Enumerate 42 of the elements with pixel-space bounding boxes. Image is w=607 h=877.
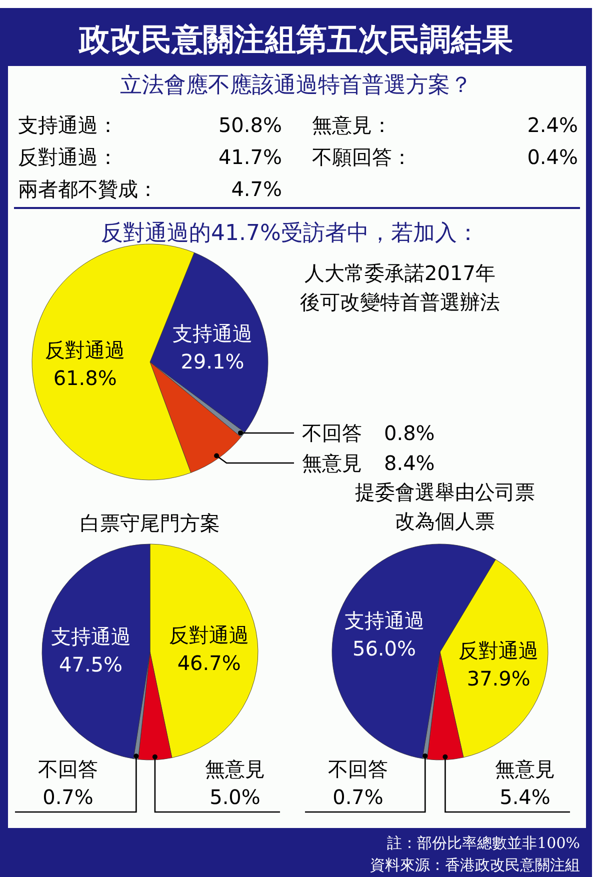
text: 支持通過：	[18, 113, 118, 137]
text: 41.7%	[218, 145, 282, 169]
slice-label: 支持通過	[344, 608, 424, 632]
text: 2.4%	[527, 113, 578, 137]
text: 立法會應不應該通過特首普選方案？	[120, 73, 472, 98]
slice-label: 無意見	[495, 757, 555, 781]
data-label: 61.8%	[53, 366, 117, 390]
slice-label: 不回答	[328, 757, 388, 781]
slice-label: 反對通過	[45, 338, 126, 362]
slice-label: 支持通過	[172, 321, 252, 346]
data-label: 0.7%	[332, 785, 384, 809]
text: 不願回答：	[312, 145, 412, 169]
slice-label: 無意見	[302, 451, 362, 475]
data-label: 37.9%	[466, 666, 530, 691]
data-label: 56.0%	[352, 636, 416, 660]
source-note: 資料來源：香港政改民意關注組	[370, 856, 580, 874]
text: 政改民意關注組第五次民調結果	[78, 22, 513, 58]
slice-label: 支持通過	[50, 624, 131, 648]
text: 註：部份比率總數並非100%	[387, 834, 580, 852]
data-label: 5.0%	[210, 785, 260, 809]
text: 兩者都不贊成：	[18, 177, 158, 201]
text: 4.7%	[231, 177, 282, 201]
chart-subtitle: 提委會選舉由公司票改為個人票	[355, 480, 535, 533]
slice-label: 不回答	[38, 757, 98, 781]
text: 50.8%	[218, 113, 282, 137]
data-label: 46.7%	[177, 650, 241, 675]
text: 反對通過：	[18, 145, 118, 169]
slice-label: 反對通過	[169, 622, 250, 647]
text: 人大常委承諾2017年後可改變特首普選辦法	[300, 261, 500, 314]
slice-label: 不回答	[302, 421, 362, 445]
text: 無意見：	[312, 113, 392, 137]
slice-label: 反對通過	[458, 638, 539, 663]
data-label: 0.7%	[42, 785, 94, 809]
data-label: 0.8%	[384, 421, 435, 445]
data-label: 8.4%	[384, 451, 435, 475]
chart-title: 反對通過的41.7%受訪者中，若加入：	[101, 221, 479, 246]
data-label: 29.1%	[180, 349, 244, 374]
text: 0.4%	[527, 145, 578, 169]
data-label: 5.4%	[500, 785, 550, 809]
chart-subtitle: 白票守尾門方案	[80, 511, 220, 535]
data-label: 47.5%	[59, 652, 123, 676]
slice-label: 無意見	[205, 757, 265, 781]
